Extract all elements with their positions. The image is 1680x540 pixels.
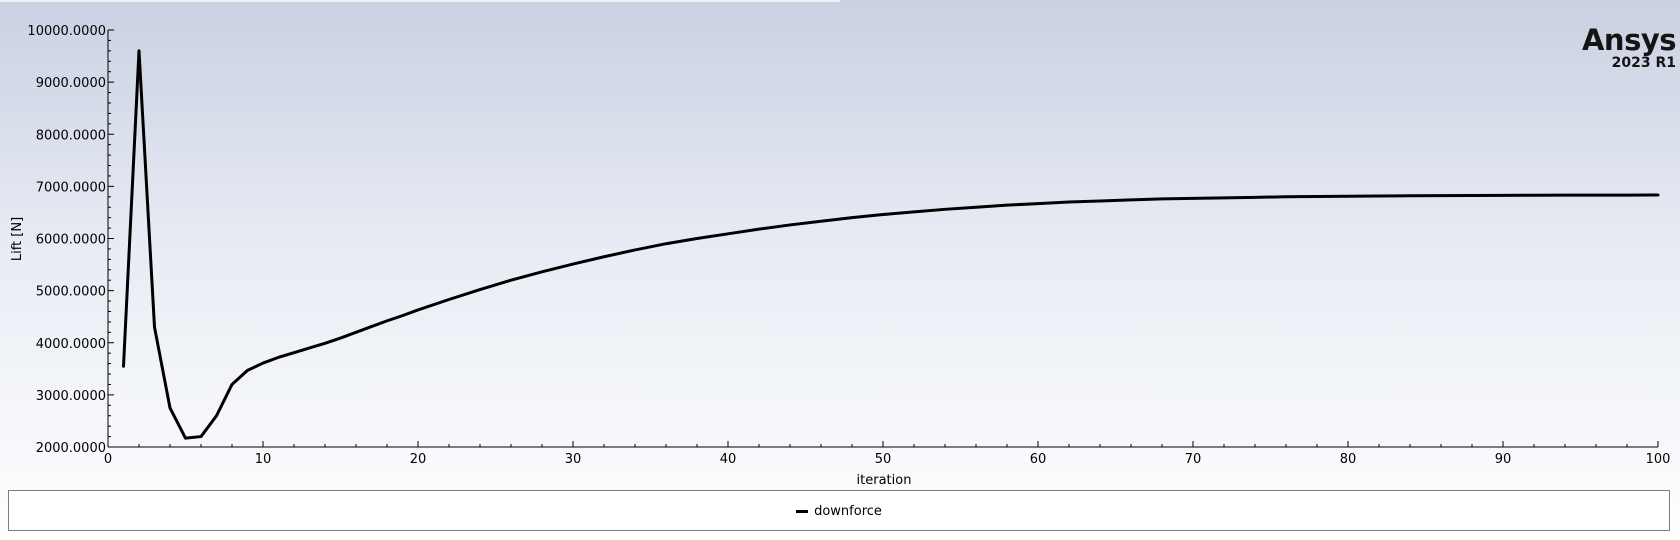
y-tick-label: 5000.0000 [36,285,106,300]
x-tick-label: 90 [1495,452,1512,467]
series-layer [122,49,1660,440]
ansys-logo: Ansys 2023 R1 [1581,23,1677,71]
minor-ticks [108,39,1628,447]
y-tick-label: 4000.0000 [36,337,106,352]
axes [107,30,1658,448]
x-tick-label: 0 [104,452,112,467]
y-tick-label: 10000.0000 [27,24,106,39]
top-band [0,0,840,2]
x-tick-label: 100 [1646,452,1671,467]
monitor-chart[interactable]: 0 10 20 30 40 50 60 70 80 90 100 2000.0000 3000.0000… [0,0,1680,488]
y-tick-label: 6000.0000 [36,233,106,248]
x-axis-label: iteration [857,473,912,488]
y-axis-label: Lift [N] [10,217,25,261]
y-tick-label: 8000.0000 [36,128,106,143]
x-tick-label: 80 [1340,452,1357,467]
series-line-downforce [122,49,1660,440]
y-tick-label: 9000.0000 [36,76,106,91]
y-tick-label: 7000.0000 [36,180,106,195]
x-tick-label: 50 [875,452,892,467]
legend-item-downforce[interactable]: downforce [9,491,1669,532]
x-tick-label: 10 [255,452,272,467]
x-tick-label: 70 [1185,452,1202,467]
tick-labels: 0 10 20 30 40 50 60 70 80 90 100 2000.0000 3000.0000… [27,24,1670,467]
y-tick-label: 3000.0000 [36,389,106,404]
logo-version: 2023 R1 [1611,55,1676,71]
x-tick-label: 30 [565,452,582,467]
logo-brand: Ansys [1581,23,1677,57]
legend-label: downforce [814,504,882,519]
legend[interactable]: downforce [8,490,1670,531]
x-tick-label: 60 [1030,452,1047,467]
legend-swatch [796,510,809,513]
x-tick-label: 40 [720,452,737,467]
major-ticks [107,29,1659,448]
x-tick-label: 20 [410,452,427,467]
y-tick-label: 2000.0000 [36,441,106,456]
